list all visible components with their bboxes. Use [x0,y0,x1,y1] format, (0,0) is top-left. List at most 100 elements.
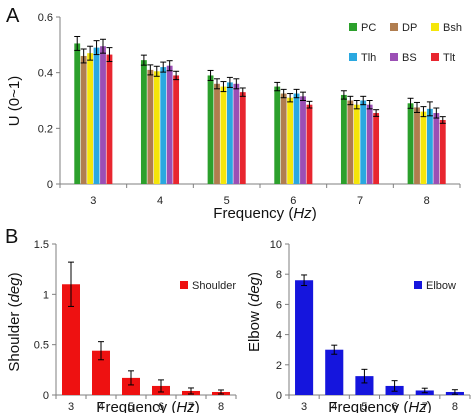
panel-a: 0 0.2 0.4 0.6 3 4 5 6 7 8 [38,12,461,207]
panel-a-xtick-label: 4 [157,195,163,207]
panel-a-bar-bs [433,113,440,184]
panel-a-xtick-label: 5 [224,195,230,207]
legend-swatch-bsh [431,23,439,31]
panel-b-elbow-ytick-label: 2 [276,360,282,372]
panel-b-elbow-xtick-label: 4 [331,401,337,413]
panel-a-bar-tlt [373,113,380,184]
panel-b-elbow: 0 2 4 6 8 10 3 4 5 6 7 8 [270,239,471,413]
panel-a-bar-pc [74,43,81,184]
panel-a-bar-tlh [226,82,233,184]
panel-b-shoulder-ytick-label: 0.5 [34,340,49,352]
panel-a-bar-bs [233,83,240,184]
panel-a-bar-dp [214,83,220,184]
panel-b-shoulder-bar-shoulder [92,350,110,395]
panel-a-axes [59,17,460,185]
panel-a-ytick-label: 0.2 [38,123,53,135]
panel-a-bar-bs [300,96,306,184]
panel-a-xtick-label: 3 [90,195,96,207]
legend-label-tlt: Tlt [443,52,455,64]
panel-b-shoulder: 0 0.5 1 1.5 3 4 5 6 7 8 [34,239,237,413]
panel-b-elbow-bar-elbow [355,376,374,395]
panel-a-ytick-label: 0.6 [38,12,53,24]
panel-b-shoulder-ytick-label: 0 [43,390,49,402]
panel-a-ytick-label: 0 [47,179,53,191]
panel-b-shoulder-xlabel: Frequency (Hz) [96,399,199,413]
panel-a-bar-tlh [360,100,367,184]
panel-b-elbow-xtick-label: 7 [422,401,428,413]
panel-b-shoulder-ytick-label: 1 [43,289,49,301]
panel-a-bar-pc [407,103,414,184]
panel-a-bar-tlt [439,119,446,184]
panel-b-shoulder-bar-shoulder [122,377,140,395]
panel-b-shoulder-ytick-label: 1.5 [34,239,49,251]
panel-b-shoulder-xtick-label: 8 [218,401,224,413]
panel-b-elbow-ytick-label: 4 [276,330,282,342]
panel-b-elbow-xlabel: Frequency (Hz) [328,399,431,413]
panel-a-label: A [6,5,20,27]
panel-b-label: B [5,226,18,248]
panel-a-bar-bsh [153,71,160,184]
panel-a-bar-tlt [239,92,246,184]
panel-a-xlabel: Frequency (Hz) [213,205,316,222]
panel-b-elbow-xtick-label: 6 [392,401,398,413]
panel-a-xtick-label: 8 [424,195,430,207]
legend-swatch-bs [390,53,398,61]
panel-a-ytick-label: 0.4 [38,68,53,80]
panel-b-elbow-ytick-label: 0 [276,390,282,402]
panel-b-shoulder-ylabel: Shoulder (deg) [6,272,23,371]
panel-a-bar-tlh [293,93,300,184]
panel-b-shoulder-bar-shoulder [62,284,80,395]
panel-b-shoulder-xtick-label: 7 [188,401,194,413]
legend-label-dp: DP [402,22,417,34]
legend-label-pc: PC [361,22,376,34]
panel-a-bar-tlt [306,104,313,184]
panel-a-bar-pc [140,60,147,185]
panel-a-bar-dp [347,100,354,184]
panel-a-bar-bsh [353,104,360,184]
panel-a-bar-tlt [106,54,113,185]
panel-a-legend: PC DP Bsh Tlh BS Tlt [349,22,462,64]
panel-a-bar-bsh [87,53,94,184]
panel-a-bar-dp [80,55,87,184]
panel-b-elbow-bar-elbow [295,280,314,395]
panel-a-bar-bsh [220,86,227,184]
panel-b-elbow-bar-elbow [325,349,344,395]
panel-a-bar-pc [274,86,281,184]
panel-a-bar-dp [414,107,420,184]
panel-a-bar-tlh [160,67,167,184]
panel-a-bar-tlh [93,47,100,184]
legend-swatch-tlh [349,53,357,61]
legend-swatch-tlt [431,53,439,61]
panel-a-xtick-label: 6 [290,195,296,207]
panel-a-xtick-label: 7 [357,195,363,207]
panel-b-elbow-xtick-label: 8 [452,401,458,413]
panel-b-elbow-ylabel: Elbow (deg) [246,272,263,352]
legend-swatch-elbow [414,281,422,289]
panel-a-ylabel: U (0~1) [6,76,23,126]
legend-swatch-shoulder [180,281,188,289]
panel-b-elbow-ytick-label: 6 [276,299,282,311]
legend-swatch-dp [390,23,398,31]
legend-label-elbow: Elbow [426,280,456,292]
legend-label-bsh: Bsh [443,22,462,34]
panel-b-shoulder-xtick-label: 4 [98,401,104,413]
panel-b-elbow-axes [288,244,470,396]
panel-a-bar-pc [340,94,347,184]
legend-label-shoulder: Shoulder [192,280,236,292]
panel-a-bar-tlt [173,75,180,184]
panel-b-shoulder-xtick-label: 6 [158,401,164,413]
legend-label-bs: BS [402,52,417,64]
panel-a-bar-bs [366,104,373,184]
panel-a-bar-dp [147,69,154,184]
panel-b-elbow-xtick-label: 5 [361,401,367,413]
legend-label-tlh: Tlh [361,52,376,64]
panel-a-bar-tlh [426,108,433,184]
panel-a-bar-bsh [287,97,294,184]
panel-a-bar-bs [100,46,106,184]
panel-b-elbow-ytick-label: 10 [270,239,282,251]
panel-b-shoulder-xtick-label: 3 [68,401,74,413]
panel-b-elbow-ytick-label: 8 [276,269,282,281]
panel-b-shoulder-axes [55,244,236,396]
panel-a-bar-pc [207,75,214,184]
